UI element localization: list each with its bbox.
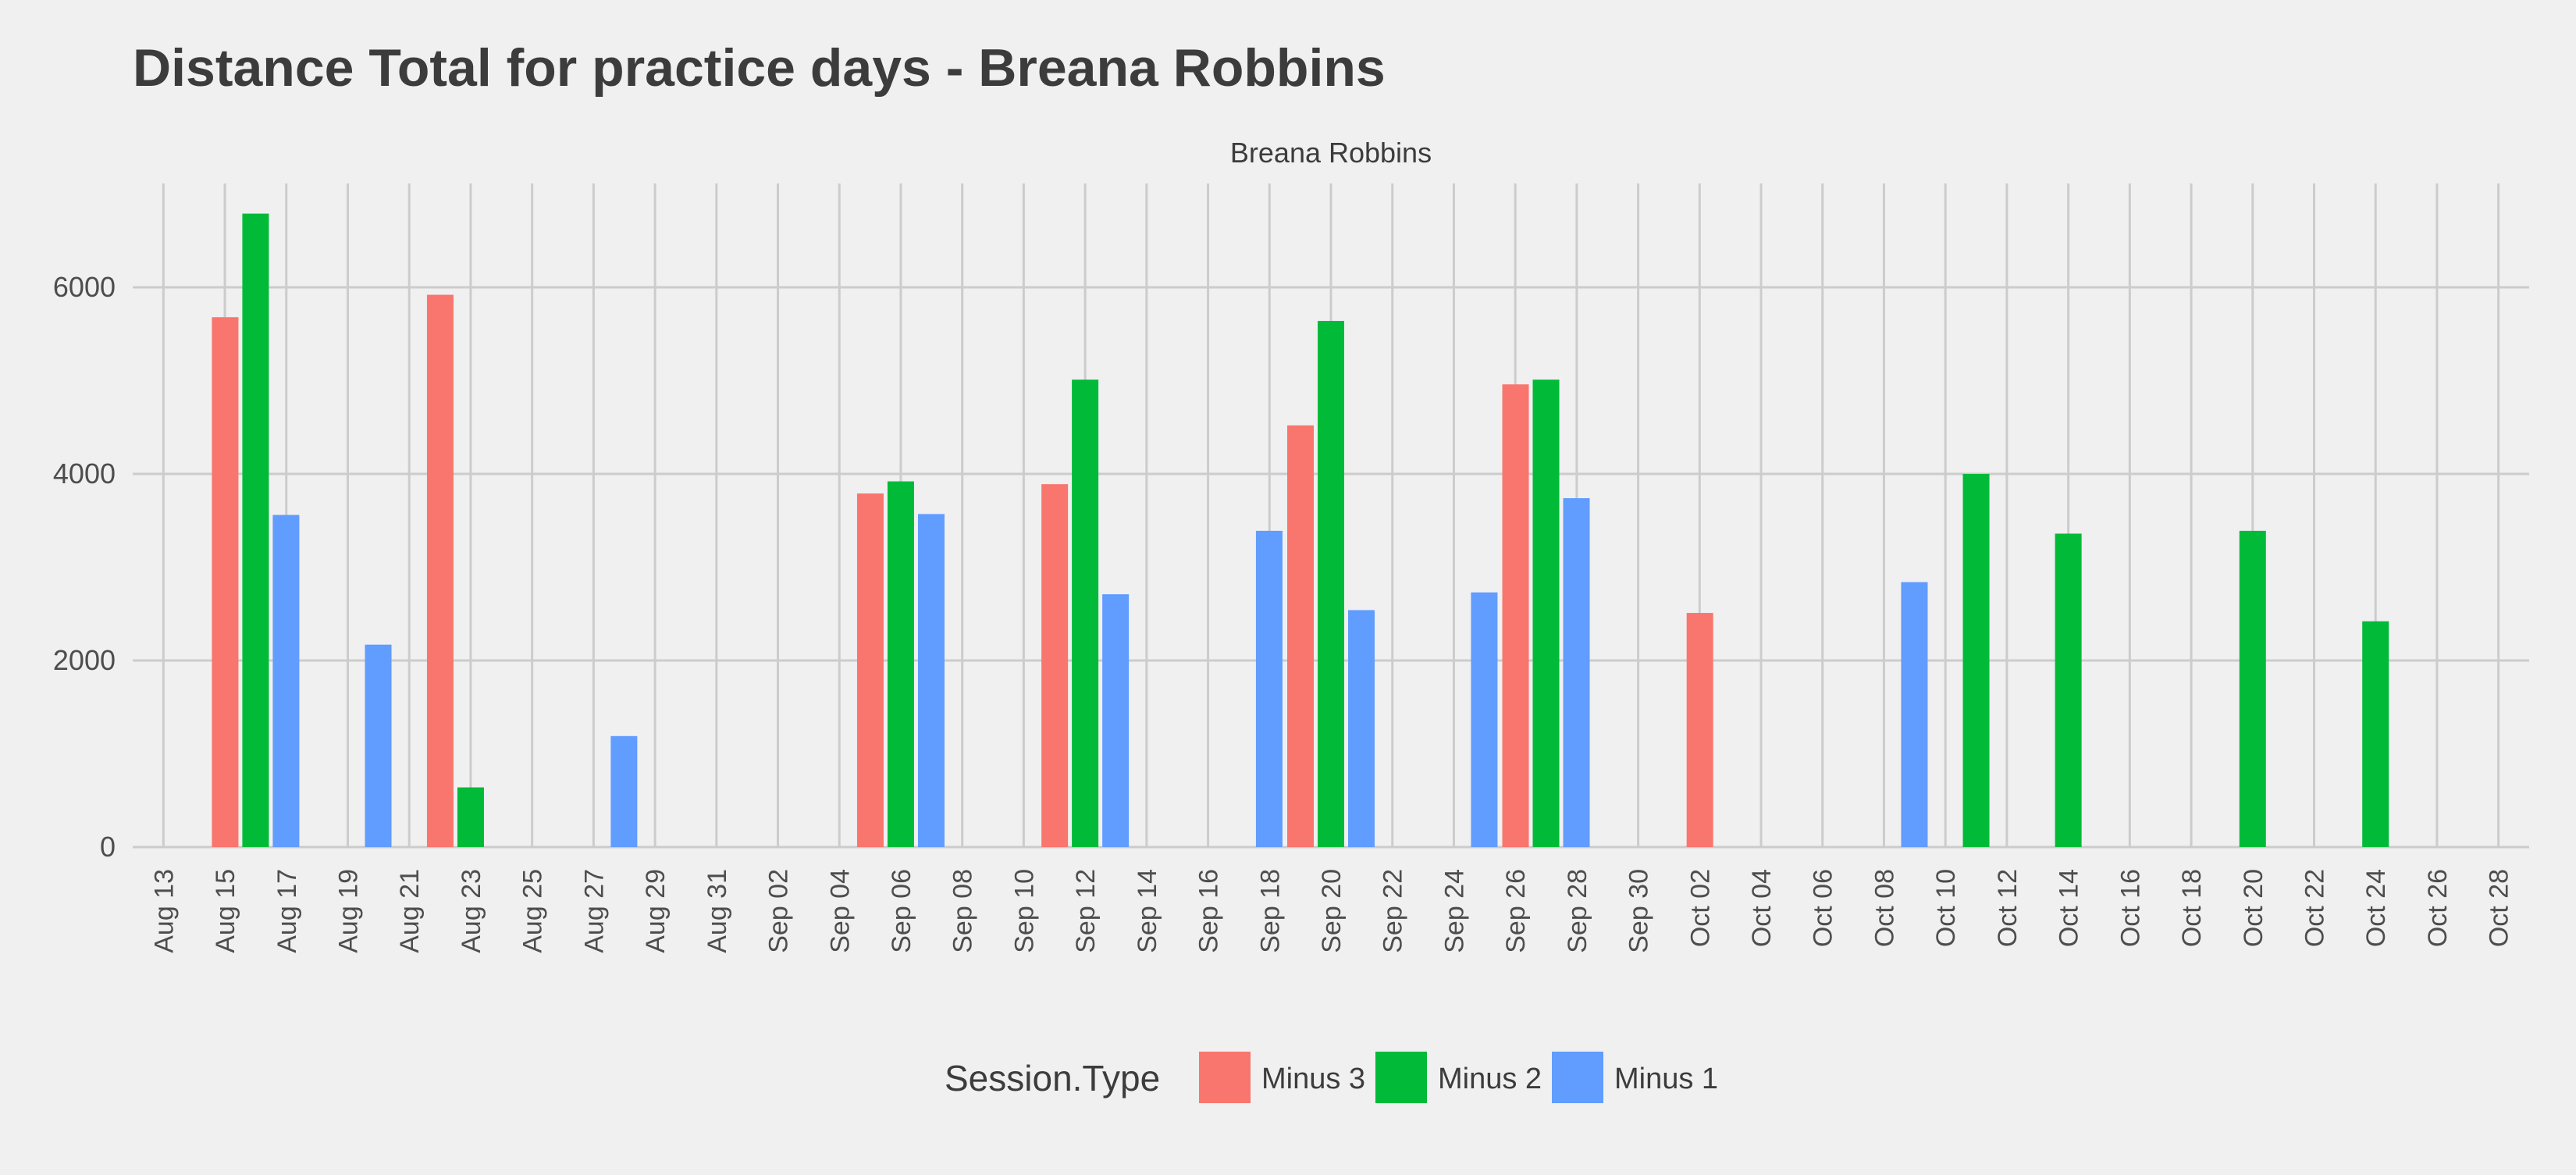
x-tick-label: Oct 20 <box>2239 869 2268 947</box>
bar-minus-1 <box>1901 582 1928 847</box>
y-tick-label: 4000 <box>53 458 116 490</box>
facet-label: Breana Robbins <box>1230 137 1432 169</box>
x-tick-label: Oct 16 <box>2115 869 2145 947</box>
legend-label: Minus 1 <box>1614 1063 1718 1095</box>
y-tick-label: 0 <box>100 831 116 863</box>
x-tick-label: Oct 18 <box>2177 869 2207 947</box>
bar-minus-2 <box>242 213 269 848</box>
x-tick-label: Aug 17 <box>272 869 302 953</box>
x-tick-label: Oct 14 <box>2055 869 2084 947</box>
bar-minus-2 <box>2362 621 2389 847</box>
x-tick-label: Sep 10 <box>1009 869 1039 953</box>
x-tick-label: Sep 06 <box>887 869 916 953</box>
bar-minus-3 <box>1686 613 1713 847</box>
x-tick-label: Aug 21 <box>395 869 425 953</box>
bar-minus-3 <box>1502 384 1529 847</box>
bar-minus-2 <box>1318 321 1344 847</box>
x-tick-label: Oct 06 <box>1809 869 1838 947</box>
bar-minus-3 <box>1041 484 1069 847</box>
bar-minus-2 <box>457 787 484 847</box>
x-tick-label: Sep 20 <box>1317 869 1347 953</box>
x-tick-label: Sep 28 <box>1563 869 1592 953</box>
legend-swatch <box>1375 1052 1427 1103</box>
legend: Session.Type Minus 3 Minus 2 Minus 1 <box>945 1052 1718 1103</box>
bar-minus-2 <box>2239 530 2266 847</box>
x-tick-label: Aug 31 <box>703 869 732 953</box>
x-tick-label: Sep 12 <box>1071 869 1101 953</box>
bar-minus-3 <box>426 294 454 847</box>
legend-swatch <box>1552 1052 1603 1103</box>
y-tick-label: 2000 <box>53 644 116 676</box>
x-tick-label: Aug 29 <box>641 869 671 953</box>
x-tick-label: Oct 24 <box>2361 869 2391 947</box>
legend-title: Session.Type <box>945 1058 1160 1098</box>
x-tick-label: Aug 19 <box>334 869 364 953</box>
legend-items: Minus 3 Minus 2 Minus 1 <box>1199 1052 1718 1103</box>
x-tick-label: Sep 02 <box>764 869 794 953</box>
x-tick-label: Oct 22 <box>2300 869 2329 947</box>
bar-minus-1 <box>610 735 638 847</box>
x-tick-label: Oct 26 <box>2423 869 2453 947</box>
bar-minus-2 <box>887 481 914 847</box>
x-tick-label: Sep 18 <box>1255 869 1285 953</box>
x-tick-label: Aug 15 <box>211 869 240 953</box>
x-tick-label: Oct 10 <box>1931 869 1961 947</box>
x-tick-label: Oct 12 <box>1993 869 2023 947</box>
x-tick-labels: Aug 13 Aug 15 Aug 17 Aug 19 Aug 21 Aug 23 Aug … <box>149 869 2514 953</box>
x-tick-label: Oct 28 <box>2485 869 2514 947</box>
bar-minus-1 <box>1471 592 1498 847</box>
bar-minus-2 <box>2055 533 2082 847</box>
x-tick-label: Aug 27 <box>579 869 609 953</box>
legend-swatch <box>1199 1052 1251 1103</box>
bar-minus-3 <box>856 493 884 847</box>
x-tick-label: Aug 13 <box>149 869 179 953</box>
x-tick-label: Sep 04 <box>825 869 855 953</box>
legend-label: Minus 2 <box>1438 1063 1542 1095</box>
x-tick-label: Sep 24 <box>1439 869 1469 953</box>
x-tick-label: Oct 02 <box>1685 869 1715 947</box>
bar-minus-1 <box>917 514 945 847</box>
legend-label: Minus 3 <box>1261 1063 1365 1095</box>
bar-minus-1 <box>272 515 300 847</box>
bar-minus-2 <box>1532 379 1560 847</box>
bar-minus-3 <box>212 317 239 847</box>
x-tick-label: Oct 04 <box>1747 869 1777 947</box>
x-tick-label: Sep 08 <box>948 869 978 953</box>
bars-layer <box>212 213 2389 848</box>
bar-minus-1 <box>365 644 392 847</box>
x-tick-label: Sep 16 <box>1194 869 1224 953</box>
bar-minus-2 <box>1962 474 1990 847</box>
bar-minus-3 <box>1287 425 1314 847</box>
bar-minus-2 <box>1072 379 1099 847</box>
bar-minus-1 <box>1348 610 1375 847</box>
x-tick-label: Oct 08 <box>1870 869 1899 947</box>
bar-minus-1 <box>1102 594 1130 847</box>
x-tick-label: Sep 30 <box>1624 869 1654 953</box>
x-tick-label: Aug 25 <box>518 869 548 953</box>
y-tick-label: 6000 <box>53 271 116 303</box>
x-tick-label: Aug 23 <box>457 869 486 953</box>
bar-minus-1 <box>1255 530 1283 847</box>
x-tick-label: Sep 26 <box>1501 869 1531 953</box>
chart-title: Distance Total for practice days - Brean… <box>133 38 1386 98</box>
bar-minus-1 <box>1563 498 1590 847</box>
y-tick-labels: 0 2000 4000 6000 <box>53 271 116 863</box>
x-tick-label: Sep 22 <box>1379 869 1408 953</box>
x-tick-label: Sep 14 <box>1133 869 1162 953</box>
